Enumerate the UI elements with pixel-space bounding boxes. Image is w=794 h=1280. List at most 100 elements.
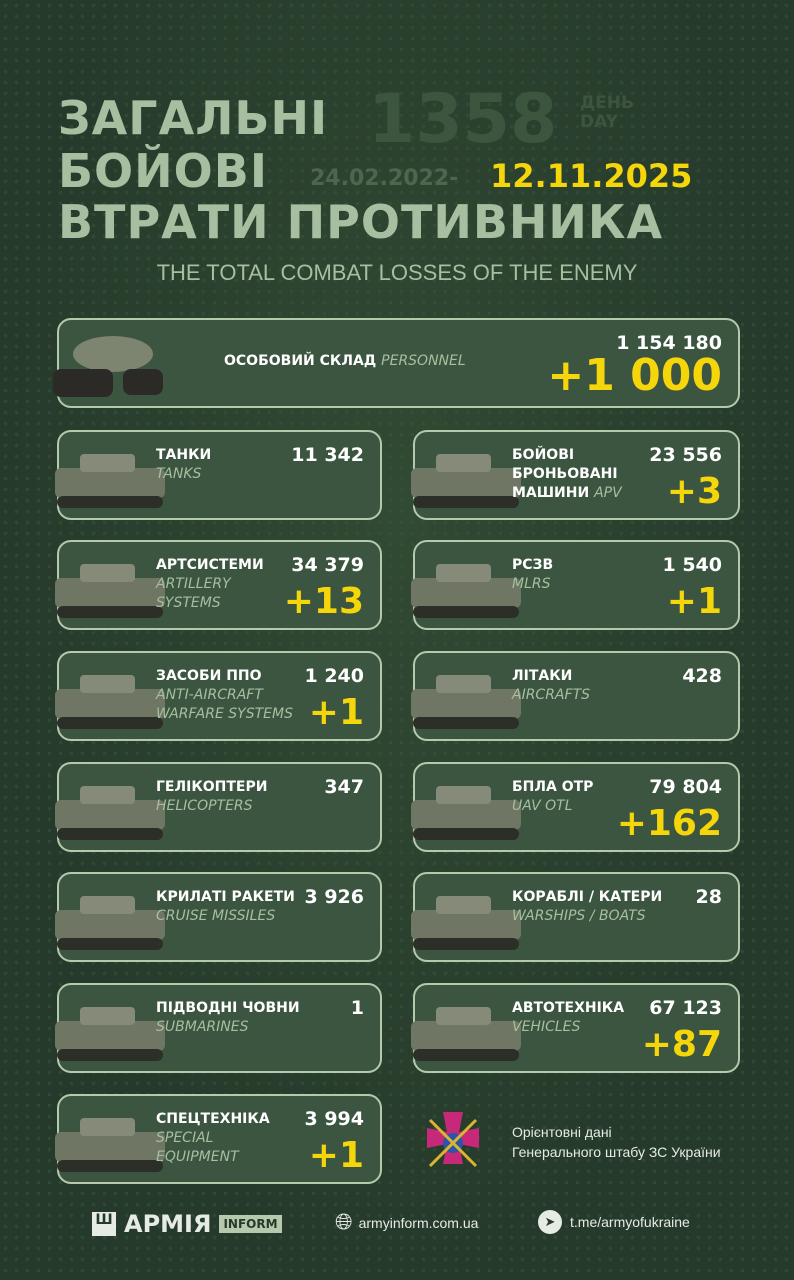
telegram-icon: ➤ <box>538 1210 562 1234</box>
item-label-ua: КРИЛАТІ РАКЕТИ <box>156 889 295 905</box>
item-label-ua: СПЕЦТЕХНІКА <box>156 1111 270 1127</box>
item-increase: +1 <box>308 1135 364 1176</box>
item-label-en: AIRCRAFTS <box>512 687 591 703</box>
item-label-en: ANTI-AIRCRAFT WARFARE SYSTEMS <box>156 687 293 722</box>
item-label: РСЗВ MLRS <box>512 556 553 594</box>
item-label: ЗАСОБИ ППО ANTI-AIRCRAFT WARFARE SYSTEMS <box>156 667 293 724</box>
loss-card: КОРАБЛІ / КАТЕРИ WARSHIPS / BOATS 28 <box>411 872 740 962</box>
item-label-en: ARTILLERY SYSTEMS <box>156 576 231 611</box>
loss-card: ЗАСОБИ ППО ANTI-AIRCRAFT WARFARE SYSTEMS… <box>55 651 382 741</box>
equipment-image <box>55 564 165 618</box>
loss-card: КРИЛАТІ РАКЕТИ CRUISE MISSILES 3 926 <box>55 872 382 962</box>
item-label-en: TANKS <box>156 466 202 482</box>
item-increase: +162 <box>616 803 722 844</box>
item-label: КРИЛАТІ РАКЕТИ CRUISE MISSILES <box>156 888 295 926</box>
personnel-increase: +1 000 <box>547 350 722 401</box>
trident-icon: Ш <box>92 1212 116 1236</box>
item-label-ua: БОЙОВІ БРОНЬОВАНІ МАШИНИ <box>512 447 618 501</box>
day-label-en: DAY <box>580 111 618 132</box>
loss-card: СПЕЦТЕХНІКА SPECIAL EQUIPMENT 3 994 +1 <box>55 1094 382 1184</box>
equipment-image <box>411 454 521 508</box>
loss-card: РСЗВ MLRS 1 540 +1 <box>411 540 740 630</box>
telegram-link[interactable]: ➤ t.me/armyofukraine <box>538 1210 690 1234</box>
item-label-en: SPECIAL EQUIPMENT <box>156 1130 239 1165</box>
day-label-ua: ДЕНЬ <box>580 93 634 113</box>
title-line-2: БОЙОВІ <box>58 144 268 198</box>
item-label: ТАНКИ TANKS <box>156 446 211 484</box>
day-label: ДЕНЬ DAY <box>580 94 634 131</box>
equipment-image <box>411 564 521 618</box>
equipment-image <box>55 1007 165 1061</box>
item-label-en: HELICOPTERS <box>156 798 253 814</box>
item-label-ua: ЗАСОБИ ППО <box>156 668 262 684</box>
item-label-ua: ПІДВОДНІ ЧОВНИ <box>156 1000 300 1016</box>
item-label: СПЕЦТЕХНІКА SPECIAL EQUIPMENT <box>156 1110 270 1167</box>
item-label: АВТОТЕХНІКА VEHICLES <box>512 999 624 1037</box>
item-label-en: APV <box>594 485 622 501</box>
equipment-image <box>55 1118 165 1172</box>
subtitle: THE TOTAL COMBAT LOSSES OF THE ENEMY <box>156 260 638 285</box>
personnel-label: ОСОБОВИЙ СКЛАД PERSONNEL <box>224 352 466 371</box>
source-line-2: Генерального штабу ЗС України <box>512 1144 721 1160</box>
general-staff-emblem <box>427 1112 479 1168</box>
item-label-en: SUBMARINES <box>156 1019 249 1035</box>
website-text: armyinform.com.ua <box>358 1214 479 1231</box>
loss-card: БОЙОВІ БРОНЬОВАНІ МАШИНИ APV 23 556 +3 <box>411 430 740 520</box>
item-label-en: VEHICLES <box>512 1019 581 1035</box>
item-label-ua: АРТСИСТЕМИ <box>156 557 264 573</box>
loss-card: ЛІТАКИ AIRCRAFTS 428 <box>411 651 740 741</box>
item-label-ua: АВТОТЕХНІКА <box>512 1000 625 1016</box>
equipment-image <box>411 786 521 840</box>
website-link[interactable]: 🌐︎ armyinform.com.ua <box>335 1210 478 1235</box>
item-total: 347 <box>324 776 364 798</box>
loss-card: ТАНКИ TANKS 11 342 <box>55 430 382 520</box>
item-label: БПЛА ОТР UAV OTL <box>512 778 593 816</box>
personnel-card: ОСОБОВИЙ СКЛАД PERSONNEL 1 154 180 +1 00… <box>53 318 740 408</box>
day-number: 1358 <box>368 80 558 159</box>
title-line-3: ВТРАТИ ПРОТИВНИКА <box>58 195 664 249</box>
item-label: ПІДВОДНІ ЧОВНИ SUBMARINES <box>156 999 300 1037</box>
item-increase: +1 <box>666 581 722 622</box>
loss-card: АВТОТЕХНІКА VEHICLES 67 123 +87 <box>411 983 740 1073</box>
loss-card: ПІДВОДНІ ЧОВНИ SUBMARINES 1 <box>55 983 382 1073</box>
logo-text: АРМІЯ <box>124 1210 212 1238</box>
item-increase: +13 <box>283 581 364 622</box>
item-label: ЛІТАКИ AIRCRAFTS <box>512 667 590 705</box>
item-label-en: UAV OTL <box>512 798 573 814</box>
armyinform-logo[interactable]: Ш АРМІЯ INFORM <box>92 1210 282 1238</box>
personnel-en: PERSONNEL <box>381 353 466 369</box>
item-increase: +1 <box>308 692 364 733</box>
personnel-ua: ОСОБОВИЙ СКЛАД <box>224 353 377 369</box>
item-total: 79 804 <box>649 776 722 798</box>
item-label: БОЙОВІ БРОНЬОВАНІ МАШИНИ APV <box>512 446 622 503</box>
equipment-image <box>55 786 165 840</box>
item-total: 28 <box>695 886 722 908</box>
equipment-image <box>55 454 165 508</box>
item-total: 3 926 <box>304 886 365 908</box>
source-line-1: Орієнтовні дані <box>512 1124 612 1140</box>
item-total: 34 379 <box>291 554 364 576</box>
personnel-total: 1 154 180 <box>616 332 722 354</box>
equipment-image <box>411 896 521 950</box>
date-end: 12.11.2025 <box>490 157 693 195</box>
soldier-image <box>53 336 163 397</box>
item-total: 1 540 <box>662 554 723 576</box>
item-increase: +3 <box>666 471 722 512</box>
item-total: 23 556 <box>649 444 722 466</box>
item-label-en: MLRS <box>512 576 551 592</box>
item-label-ua: ТАНКИ <box>156 447 212 463</box>
item-label-ua: ГЕЛІКОПТЕРИ <box>156 779 268 795</box>
item-total: 67 123 <box>649 997 722 1019</box>
item-label-ua: КОРАБЛІ / КАТЕРИ <box>512 889 663 905</box>
equipment-image <box>411 1007 521 1061</box>
loss-card: БПЛА ОТР UAV OTL 79 804 +162 <box>411 762 740 852</box>
logo-badge: INFORM <box>219 1215 282 1233</box>
item-label-ua: БПЛА ОТР <box>512 779 594 795</box>
item-increase: +87 <box>641 1024 722 1065</box>
item-label: АРТСИСТЕМИ ARTILLERY SYSTEMS <box>156 556 264 613</box>
item-total: 428 <box>682 665 722 687</box>
telegram-text: t.me/armyofukraine <box>570 1214 690 1230</box>
item-label: КОРАБЛІ / КАТЕРИ WARSHIPS / BOATS <box>512 888 662 926</box>
equipment-image <box>55 675 165 729</box>
equipment-image <box>55 896 165 950</box>
